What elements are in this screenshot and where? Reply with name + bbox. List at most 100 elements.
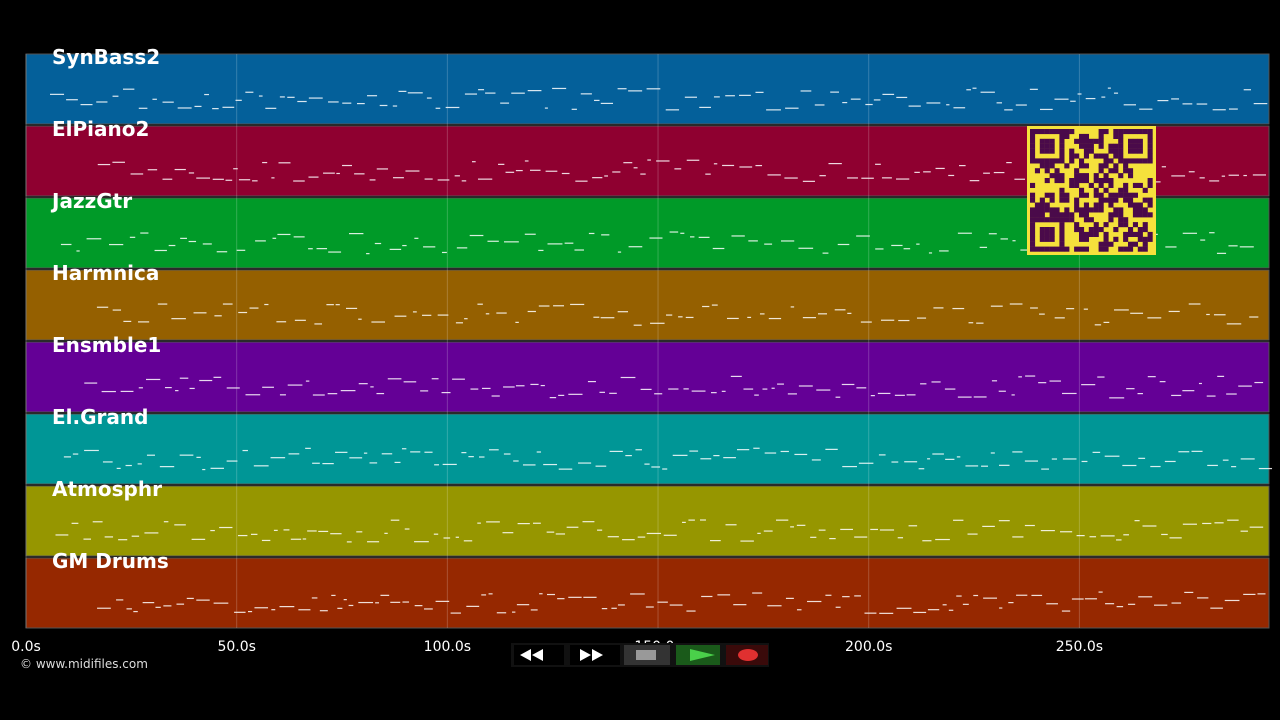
tick-label: 100.0s xyxy=(424,639,471,655)
qr-module xyxy=(1044,163,1050,169)
qr-module xyxy=(1064,212,1070,218)
notes xyxy=(50,87,1268,111)
qr-module xyxy=(1039,246,1045,252)
qr-module xyxy=(1113,153,1119,159)
qr-module xyxy=(1123,222,1129,228)
qr-module xyxy=(1103,163,1109,169)
stop-icon xyxy=(636,650,656,660)
qr-module xyxy=(1049,197,1055,203)
qr-module xyxy=(1128,192,1134,198)
rewind-button[interactable] xyxy=(514,645,564,665)
qr-module xyxy=(1064,129,1070,135)
qr-module xyxy=(1128,129,1134,135)
qr-module xyxy=(1049,227,1055,233)
qr-module xyxy=(1039,158,1045,164)
play-button[interactable] xyxy=(676,645,720,665)
qr-module xyxy=(1108,192,1114,198)
qr-module xyxy=(1064,133,1070,139)
qr-module xyxy=(1108,202,1114,208)
qr-module xyxy=(1113,168,1119,174)
qr-module xyxy=(1142,129,1148,135)
qr-module xyxy=(1079,163,1085,169)
qr-module xyxy=(1118,173,1124,179)
track-lane xyxy=(25,269,1270,341)
stop-button[interactable] xyxy=(624,645,670,665)
track-name: El.Grand xyxy=(52,405,148,429)
qr-module xyxy=(1147,182,1153,188)
qr-module xyxy=(1137,182,1143,188)
qr-module xyxy=(1069,148,1075,154)
forward-button[interactable] xyxy=(570,645,620,665)
qr-module xyxy=(1142,207,1148,213)
qr-module xyxy=(1039,217,1045,223)
qr-module xyxy=(1098,182,1104,188)
notes xyxy=(84,375,1264,399)
qr-module xyxy=(1083,173,1089,179)
track-name: Ensmble1 xyxy=(52,333,161,357)
qr-module xyxy=(1132,148,1138,154)
qr-module xyxy=(1137,227,1143,233)
qr-module xyxy=(1147,178,1153,184)
qr-module xyxy=(1118,158,1124,164)
tick-label: 0.0s xyxy=(11,639,41,655)
qr-module xyxy=(1044,217,1050,223)
qr-module xyxy=(1054,246,1060,252)
qr-module xyxy=(1098,192,1104,198)
record-button[interactable] xyxy=(726,645,768,665)
qr-module xyxy=(1083,192,1089,198)
qr-module xyxy=(1108,178,1114,184)
qr-module xyxy=(1079,212,1085,218)
qr-module xyxy=(1113,227,1119,233)
qr-module xyxy=(1132,143,1138,149)
qr-module xyxy=(1137,207,1143,213)
qr-module xyxy=(1049,246,1055,252)
qr-module xyxy=(1059,222,1065,228)
qr-module xyxy=(1132,222,1138,228)
qr-module xyxy=(1030,129,1036,135)
qr-module xyxy=(1044,143,1050,149)
track-name: SynBass2 xyxy=(52,45,160,69)
qr-module xyxy=(1108,197,1114,203)
qr-module xyxy=(1054,168,1060,174)
qr-module xyxy=(1103,173,1109,179)
qr-module xyxy=(1132,182,1138,188)
qr-module xyxy=(1059,133,1065,139)
qr-module xyxy=(1034,246,1040,252)
qr-module xyxy=(1059,197,1065,203)
qr-module xyxy=(1123,182,1129,188)
qr-module xyxy=(1030,246,1036,252)
qr-module xyxy=(1088,207,1094,213)
qr-module xyxy=(1034,207,1040,213)
qr-module xyxy=(1039,148,1045,154)
qr-module xyxy=(1142,241,1148,247)
track-name: GM Drums xyxy=(52,549,169,573)
qr-module xyxy=(1054,217,1060,223)
qr-module xyxy=(1030,222,1036,228)
tick-label: 50.0s xyxy=(217,639,255,655)
qr-module xyxy=(1064,163,1070,169)
qr-module xyxy=(1083,153,1089,159)
qr-module xyxy=(1030,143,1036,149)
qr-module xyxy=(1118,246,1124,252)
qr-module xyxy=(1147,231,1153,237)
qr-module xyxy=(1039,143,1045,149)
qr-module xyxy=(1030,133,1036,139)
qr-module xyxy=(1123,217,1129,223)
qr-module xyxy=(1118,138,1124,144)
qr-module xyxy=(1132,231,1138,237)
qr-module xyxy=(1079,246,1085,252)
notes xyxy=(97,159,1266,183)
rewind-icon xyxy=(520,649,543,661)
qr-module xyxy=(1044,129,1050,135)
transport-controls xyxy=(511,643,769,667)
forward-icon xyxy=(580,649,603,661)
qr-module xyxy=(1074,207,1080,213)
qr-module xyxy=(1083,148,1089,154)
qr-module xyxy=(1147,129,1153,135)
qr-module xyxy=(1044,148,1050,154)
qr-module xyxy=(1054,212,1060,218)
qr-module xyxy=(1142,246,1148,252)
qr-module xyxy=(1128,241,1134,247)
qr-module xyxy=(1128,173,1134,179)
qr-module xyxy=(1088,182,1094,188)
